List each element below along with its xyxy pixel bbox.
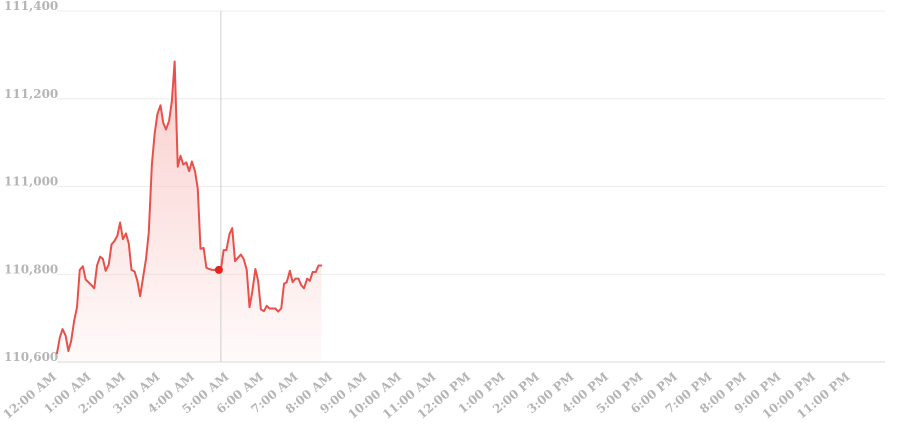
y-tick-label: 111,400 bbox=[4, 0, 58, 13]
y-tick-label: 110,600 bbox=[4, 350, 58, 364]
x-axis-labels: 12:00 AM1:00 AM2:00 AM3:00 AM4:00 AM5:00… bbox=[0, 370, 852, 422]
price-line[interactable] bbox=[56, 60, 323, 355]
y-tick-label: 111,200 bbox=[4, 87, 58, 101]
hover-marker[interactable] bbox=[214, 265, 223, 274]
y-tick-label: 110,800 bbox=[4, 262, 58, 276]
y-axis-labels: 110,600 110,800 111,000 111,200 111,400 bbox=[4, 0, 58, 364]
price-area-fill bbox=[57, 61, 322, 363]
y-tick-label: 111,000 bbox=[4, 175, 58, 189]
